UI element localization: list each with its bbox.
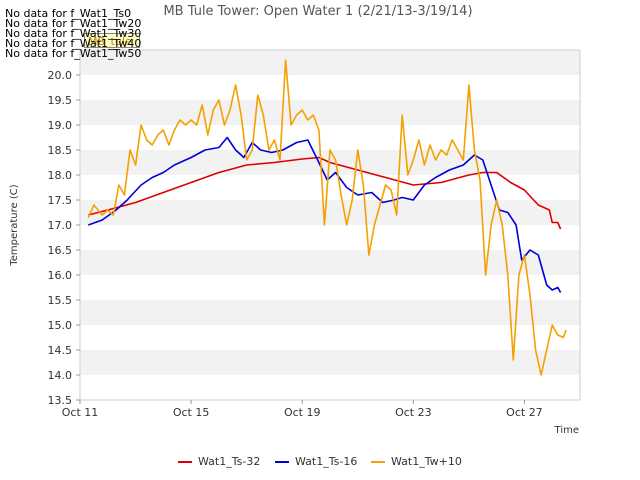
x-tick-label: Oct 11 bbox=[62, 406, 99, 419]
mb-tule-label-box bbox=[84, 33, 140, 48]
y-tick-label: 19.0 bbox=[48, 119, 73, 132]
series-line-wat1-tw-10 bbox=[87, 59, 567, 376]
y-axis-ticks: 13.5 14.0 14.5 15.0 15.5 16.0 16.5 17.0 17.5 18.0… bbox=[48, 69, 80, 407]
no-data-message-5: No data for f_Wat1_Tw50 bbox=[5, 47, 142, 60]
legend-label: Wat1_Ts-32 bbox=[198, 455, 260, 468]
grid-band bbox=[80, 300, 580, 325]
x-tick-label: Oct 15 bbox=[173, 406, 210, 419]
series-lines bbox=[87, 59, 567, 376]
legend-label: Wat1_Ts-16 bbox=[295, 455, 357, 468]
chart-title: MB Tule Tower: Open Water 1 (2/21/13-3/1… bbox=[163, 4, 472, 19]
grid-band bbox=[80, 325, 580, 350]
chart-legend: Wat1_Ts-32 Wat1_Ts-16 Wat1_Tw+10 bbox=[178, 455, 462, 468]
grid-band bbox=[80, 75, 580, 100]
no-data-message-3: No data for f_Wat1_Tw30 bbox=[5, 27, 142, 40]
x-axis-label: Time bbox=[554, 425, 579, 436]
y-tick-label: 15.0 bbox=[48, 319, 73, 332]
y-tick-label: 20.0 bbox=[48, 69, 73, 82]
grid-band bbox=[80, 350, 580, 375]
no-data-message-4: No data for f_Wat1_Tw40 bbox=[5, 37, 142, 50]
grid-band bbox=[80, 250, 580, 275]
y-tick-label: 14.5 bbox=[48, 344, 73, 357]
series-line-wat1-ts-16 bbox=[88, 136, 562, 293]
y-tick-label: 18.5 bbox=[48, 144, 73, 157]
grid-band bbox=[80, 275, 580, 300]
grid-band bbox=[80, 225, 580, 250]
mb-tule-label: MB_tule bbox=[88, 35, 132, 48]
grid-band bbox=[80, 50, 580, 75]
series-line-wat1-ts-32 bbox=[88, 156, 562, 230]
no-data-message-2: No data for f_Wat1_Tw20 bbox=[5, 17, 142, 30]
grid-band bbox=[80, 125, 580, 150]
x-tick-label: Oct 27 bbox=[506, 406, 543, 419]
grid-band bbox=[80, 175, 580, 200]
y-tick-label: 17.0 bbox=[48, 219, 73, 232]
y-tick-label: 19.5 bbox=[48, 94, 73, 107]
plot-background-bands bbox=[80, 50, 580, 400]
y-tick-label: 16.0 bbox=[48, 269, 73, 282]
grid-band bbox=[80, 375, 580, 400]
grid-band bbox=[80, 100, 580, 125]
x-tick-label: Oct 23 bbox=[395, 406, 432, 419]
x-axis-ticks: Oct 11 Oct 15 Oct 19 Oct 23 Oct 27 bbox=[62, 400, 543, 419]
legend-label: Wat1_Tw+10 bbox=[391, 455, 462, 468]
x-tick-label: Oct 19 bbox=[284, 406, 321, 419]
y-tick-label: 15.5 bbox=[48, 294, 73, 307]
no-data-message-1: No data for f_Wat1_Ts0 bbox=[5, 7, 132, 20]
y-axis-label: Temperature (C) bbox=[9, 184, 20, 266]
y-tick-label: 16.5 bbox=[48, 244, 73, 257]
y-tick-label: 14.0 bbox=[48, 369, 73, 382]
y-tick-label: 13.5 bbox=[48, 394, 73, 407]
y-tick-label: 18.0 bbox=[48, 169, 73, 182]
y-tick-label: 17.5 bbox=[48, 194, 73, 207]
